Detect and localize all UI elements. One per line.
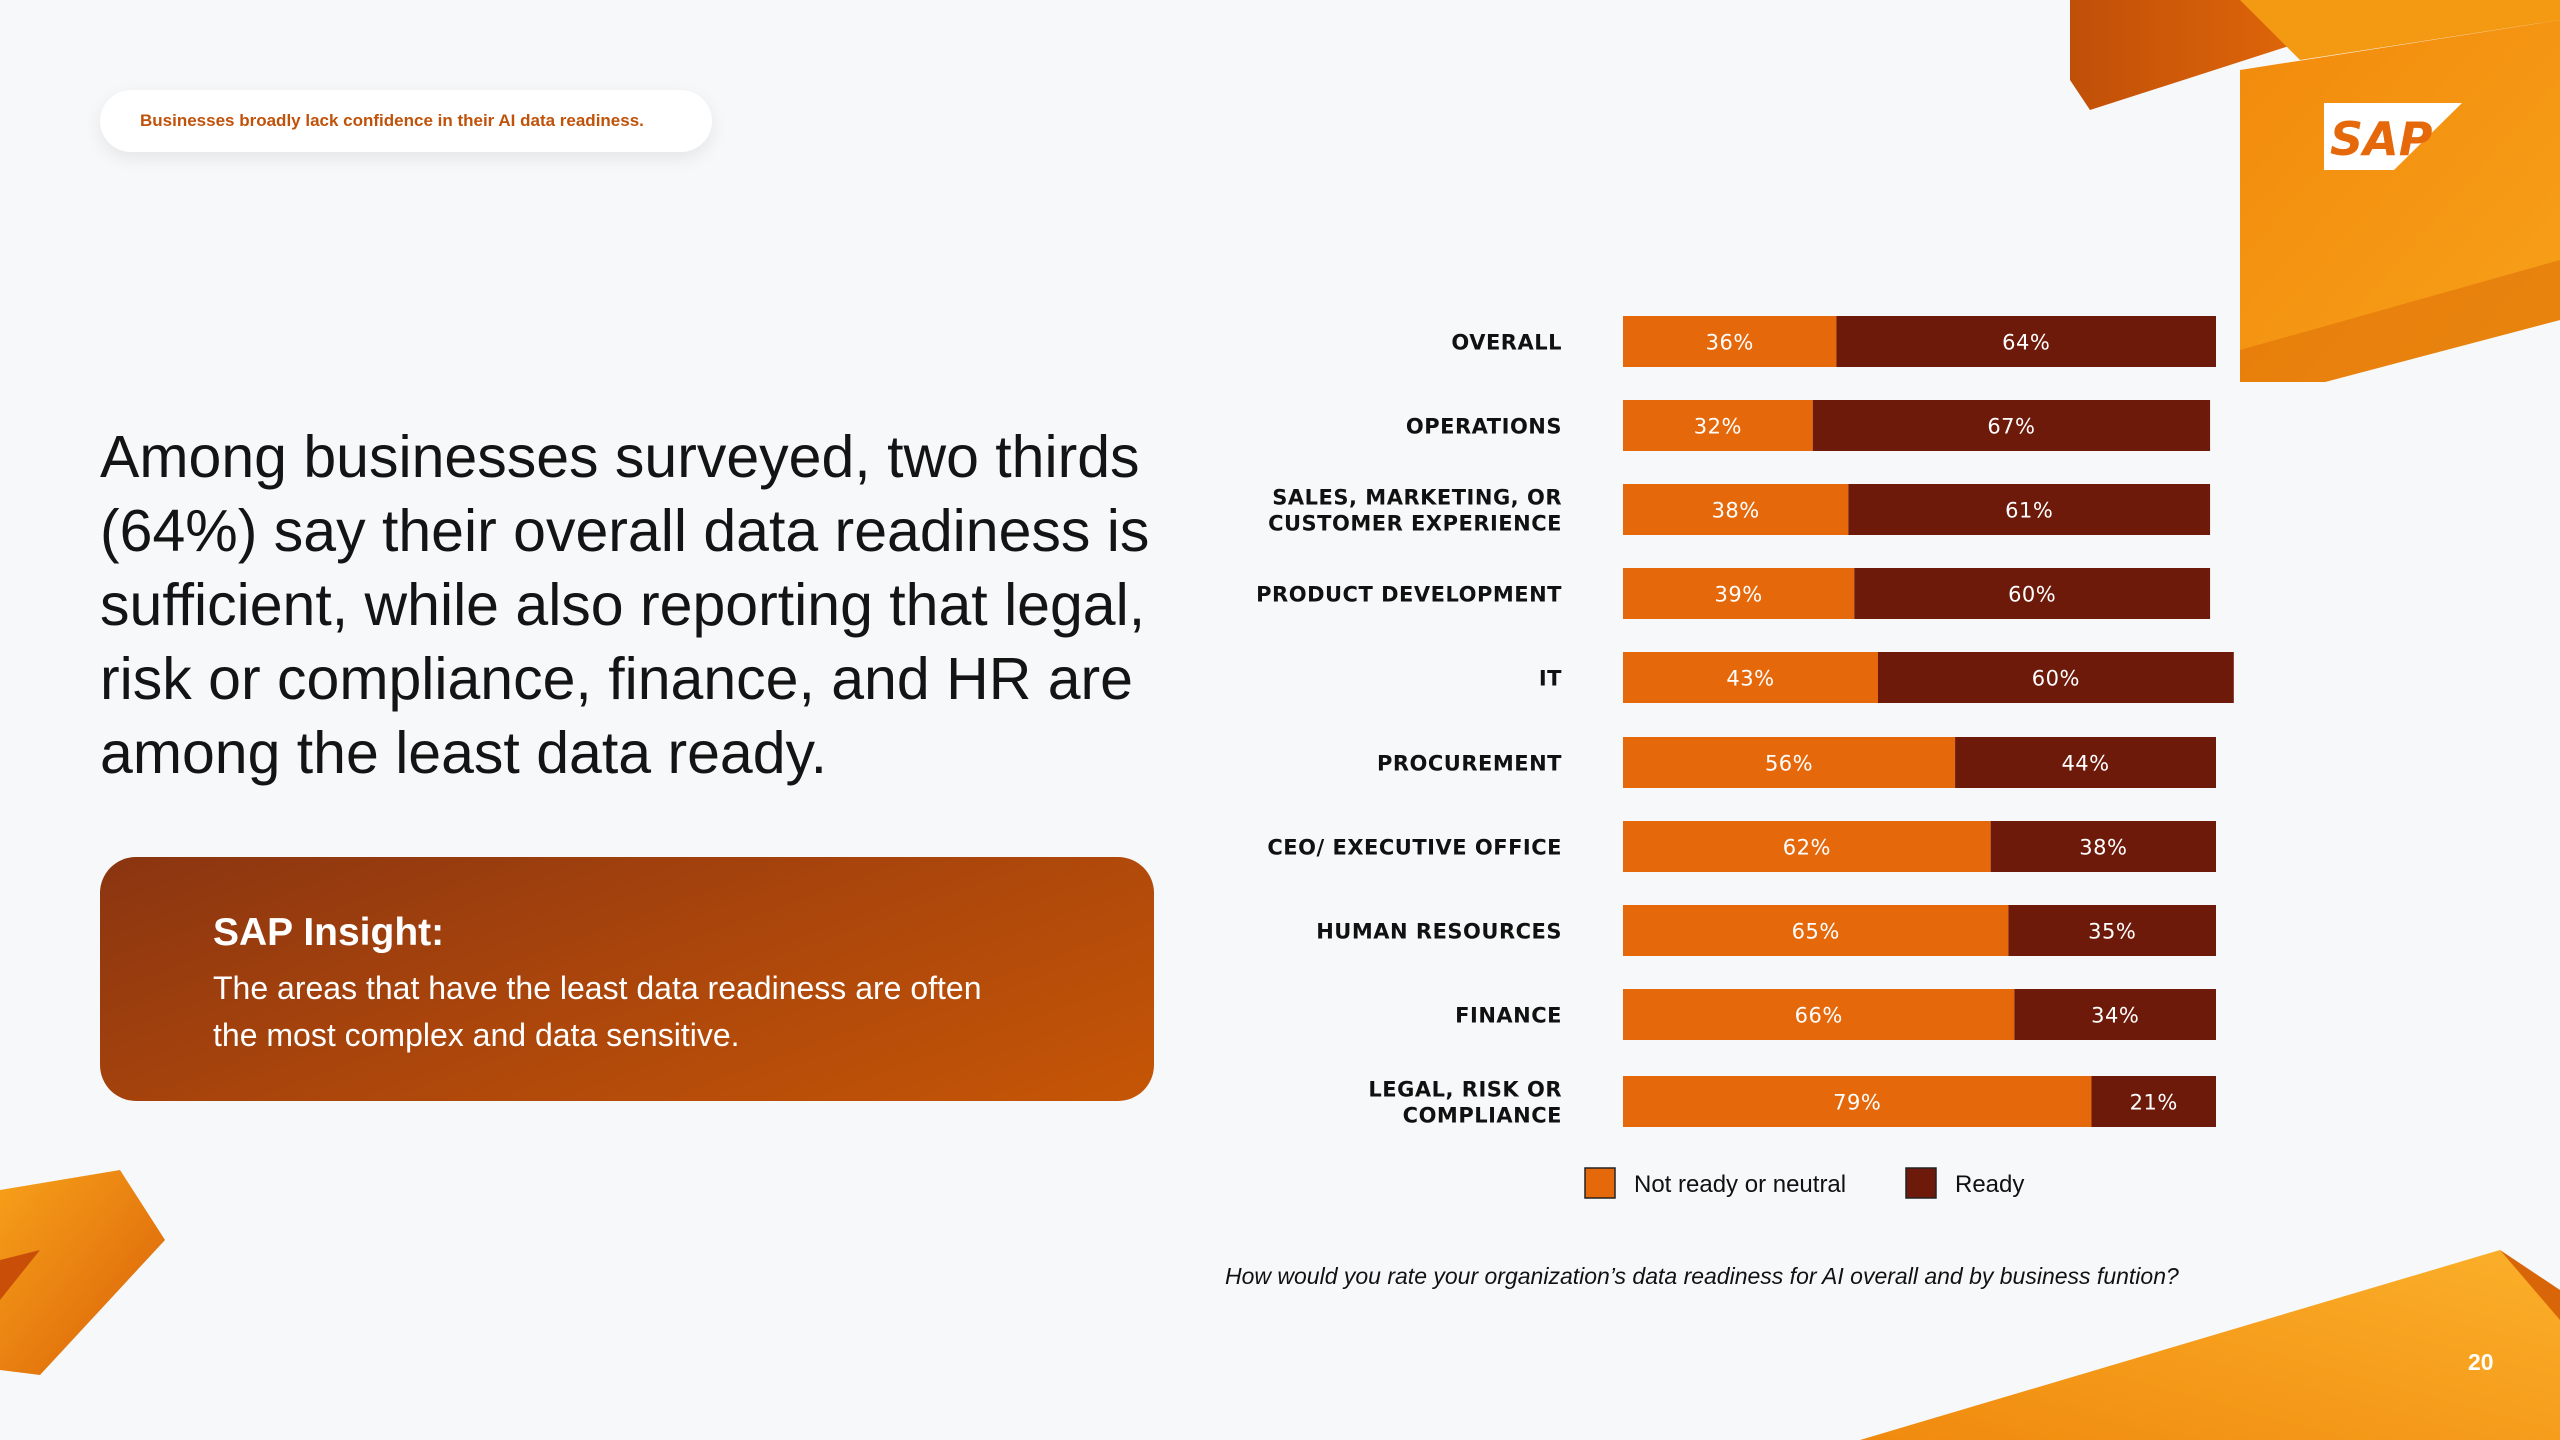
data-label: 39% xyxy=(1715,583,1763,607)
data-label: 38% xyxy=(2079,836,2127,860)
data-label: 56% xyxy=(1765,752,1813,776)
category-label: OPERATIONS xyxy=(1406,415,1562,439)
data-label: 66% xyxy=(1795,1004,1843,1028)
decor-bottom-left-shape xyxy=(0,1170,165,1375)
bar-segment-not-ready xyxy=(1623,989,2015,1040)
legend-label: Ready xyxy=(1955,1171,2024,1198)
category-label: LEGAL, RISK OR xyxy=(1368,1078,1562,1102)
bar-segment-ready xyxy=(1877,652,2234,703)
legend-swatch xyxy=(1905,1167,1937,1199)
category-label: COMPLIANCE xyxy=(1403,1104,1562,1128)
insight-body: The areas that have the least data readi… xyxy=(213,970,982,1053)
bar-segment-ready xyxy=(2091,1076,2216,1127)
category-label: HUMAN RESOURCES xyxy=(1316,920,1562,944)
data-label: 36% xyxy=(1706,331,1754,355)
category-label: OVERALL xyxy=(1451,331,1562,355)
page-number: 20 xyxy=(2468,1349,2494,1375)
data-label: 65% xyxy=(1792,920,1840,944)
decor-top-right-shape xyxy=(2070,0,2560,382)
bar-segment-ready xyxy=(1848,484,2211,535)
data-label: 79% xyxy=(1833,1091,1881,1115)
category-label: SALES, MARKETING, OR xyxy=(1272,486,1562,510)
data-label: 44% xyxy=(2061,752,2109,776)
legend-swatch xyxy=(1584,1167,1616,1199)
bar-segment-not-ready xyxy=(1623,568,1855,619)
category-label: CUSTOMER EXPERIENCE xyxy=(1268,512,1562,536)
bar-segment-not-ready xyxy=(1623,821,1991,872)
data-label: 34% xyxy=(2091,1004,2139,1028)
legend-label: Not ready or neutral xyxy=(1634,1171,1846,1198)
survey-question: How would you rate your organization’s d… xyxy=(1225,1263,2179,1289)
bar-segment-ready xyxy=(1812,400,2211,451)
data-label: 64% xyxy=(2002,331,2050,355)
category-label: PRODUCT DEVELOPMENT xyxy=(1256,583,1562,607)
category-label: CEO/ EXECUTIVE OFFICE xyxy=(1267,836,1562,860)
insight-card: SAP Insight: The areas that have the lea… xyxy=(100,857,1154,1101)
bar-segment-not-ready xyxy=(1623,484,1849,535)
data-label: 67% xyxy=(1987,415,2035,439)
insight-title: SAP Insight: xyxy=(213,911,445,954)
bar-segment-ready xyxy=(2014,989,2216,1040)
bar-segment-not-ready xyxy=(1623,905,2009,956)
data-label: 61% xyxy=(2005,499,2053,523)
data-label: 21% xyxy=(2130,1091,2178,1115)
data-label: 43% xyxy=(1726,667,1774,691)
data-label: 38% xyxy=(1712,499,1760,523)
data-label: 32% xyxy=(1694,415,1742,439)
category-label: IT xyxy=(1539,667,1562,691)
bar-segment-not-ready xyxy=(1623,737,1956,788)
decor-bottom-right-shape xyxy=(1860,1250,2560,1440)
bar-segment-not-ready xyxy=(1623,400,1813,451)
section-pill-text: Businesses broadly lack confidence in th… xyxy=(140,111,644,130)
bar-segment-ready xyxy=(2008,905,2216,956)
data-label: 35% xyxy=(2088,920,2136,944)
bar-segment-ready xyxy=(1955,737,2216,788)
bar-segment-not-ready xyxy=(1623,1076,2092,1127)
data-label: 60% xyxy=(2032,667,2080,691)
sap-logo-text: SAP xyxy=(2330,112,2433,166)
sap-logo: SAP xyxy=(2324,103,2462,170)
data-label: 62% xyxy=(1783,836,1831,860)
data-label: 60% xyxy=(2008,583,2056,607)
category-label: PROCUREMENT xyxy=(1377,752,1562,776)
bar-segment-ready xyxy=(1854,568,2211,619)
section-pill: Businesses broadly lack confidence in th… xyxy=(100,90,712,152)
bar-segment-ready xyxy=(1990,821,2216,872)
bar-segment-not-ready xyxy=(1623,652,1878,703)
bar-segment-ready xyxy=(1836,316,2216,367)
category-label: FINANCE xyxy=(1455,1004,1562,1028)
bar-segment-not-ready xyxy=(1623,316,1837,367)
headline: Among businesses surveyed, two thirds (6… xyxy=(100,424,1150,786)
